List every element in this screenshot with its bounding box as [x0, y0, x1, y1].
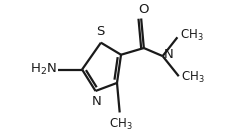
Text: S: S [96, 25, 104, 38]
Text: CH$_3$: CH$_3$ [109, 116, 133, 132]
Text: CH$_3$: CH$_3$ [180, 28, 204, 44]
Text: N: N [91, 95, 101, 108]
Text: N: N [164, 48, 174, 61]
Text: O: O [139, 3, 149, 16]
Text: CH$_3$: CH$_3$ [181, 70, 205, 85]
Text: H$_2$N: H$_2$N [30, 62, 57, 77]
